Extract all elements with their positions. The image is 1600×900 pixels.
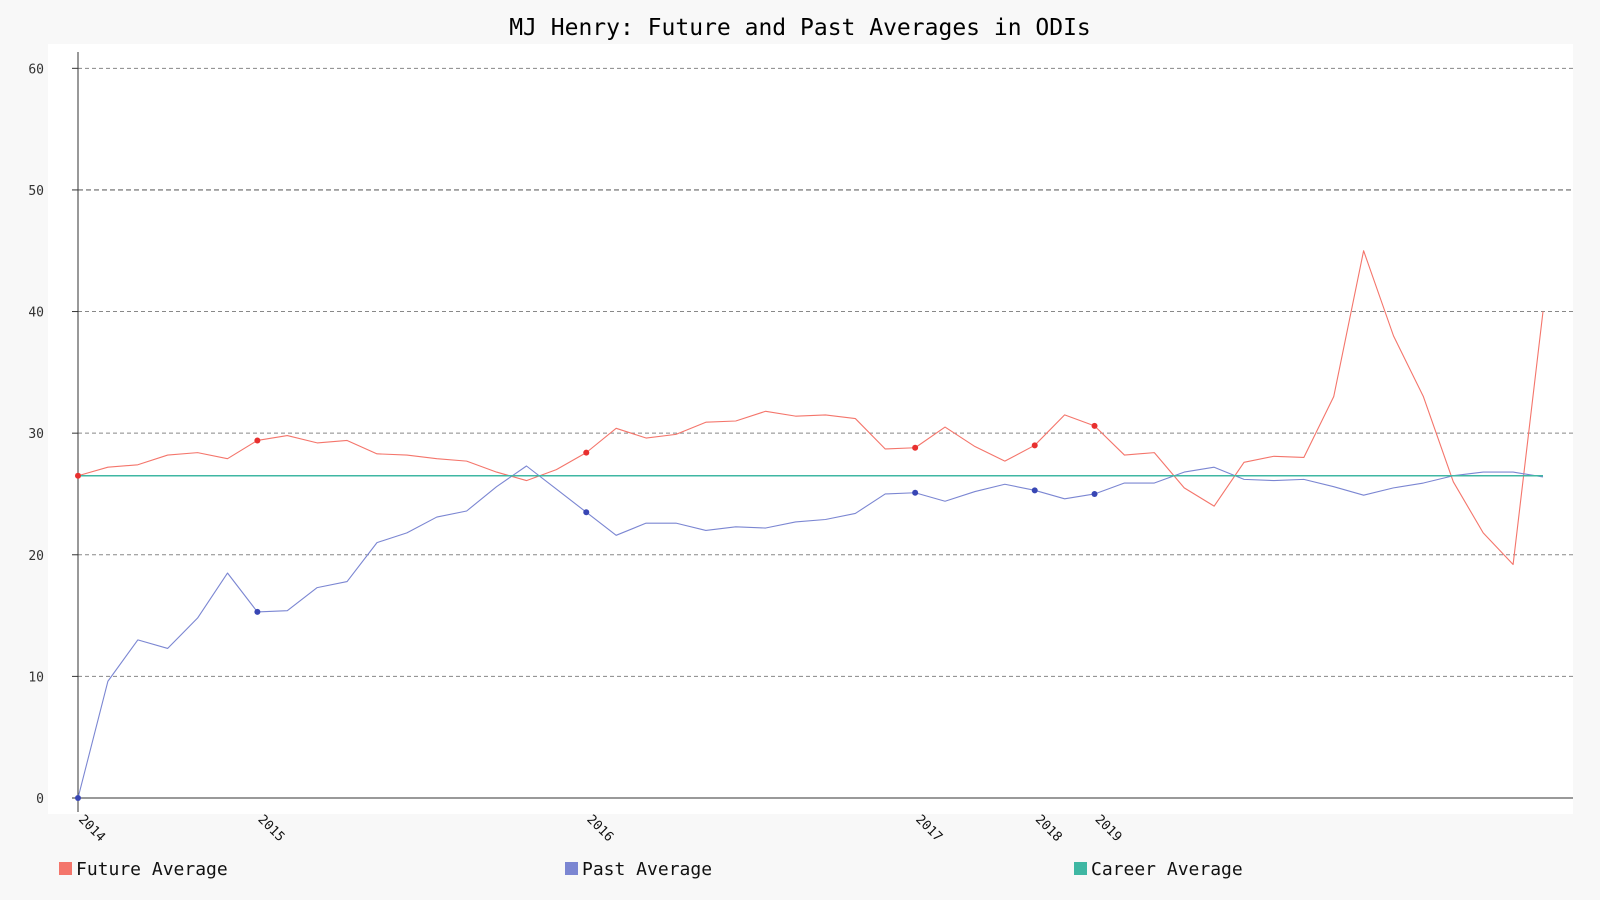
future-average-point bbox=[1091, 422, 1098, 429]
future-average-point bbox=[75, 472, 81, 479]
future-average-point bbox=[1031, 442, 1038, 449]
y-gridlines bbox=[78, 67, 1573, 677]
past-average-point bbox=[1091, 490, 1098, 497]
career-average-legend-swatch bbox=[1074, 862, 1087, 875]
past-average-point bbox=[75, 795, 81, 801]
future-average-line bbox=[77, 250, 1544, 566]
career-average-legend-label: Career Average bbox=[1091, 859, 1243, 880]
series-lines bbox=[77, 250, 1544, 799]
y-tick-label: 50 bbox=[28, 184, 44, 199]
past-average-legend-swatch bbox=[565, 862, 578, 875]
legend: Future Average Past Average Career Average bbox=[59, 859, 1243, 880]
future-average-point bbox=[912, 444, 919, 451]
future-average-point bbox=[254, 437, 261, 444]
past-average-line bbox=[77, 465, 1544, 799]
axes bbox=[77, 52, 1573, 812]
past-average-point bbox=[1031, 487, 1038, 494]
y-tick-label: 30 bbox=[28, 427, 44, 442]
past-average-point bbox=[912, 489, 919, 496]
series-markers bbox=[75, 422, 1098, 801]
plot-area bbox=[48, 44, 1573, 814]
y-tick-label: 20 bbox=[28, 549, 44, 564]
y-tick-label: 0 bbox=[36, 792, 44, 807]
past-average-point bbox=[583, 509, 590, 516]
y-tick-label: 60 bbox=[28, 62, 44, 77]
past-average-point bbox=[254, 608, 261, 615]
future-average-point bbox=[583, 449, 590, 456]
y-axis-ticks: 0 10 20 30 40 50 60 bbox=[28, 62, 78, 807]
future-average-legend-label: Future Average bbox=[76, 859, 228, 880]
chart-title: MJ Henry: Future and Past Averages in OD… bbox=[509, 15, 1091, 41]
y-tick-label: 40 bbox=[28, 306, 44, 321]
past-average-legend-label: Past Average bbox=[582, 859, 712, 880]
future-average-legend-swatch bbox=[59, 862, 72, 875]
y-tick-label: 10 bbox=[28, 670, 44, 685]
